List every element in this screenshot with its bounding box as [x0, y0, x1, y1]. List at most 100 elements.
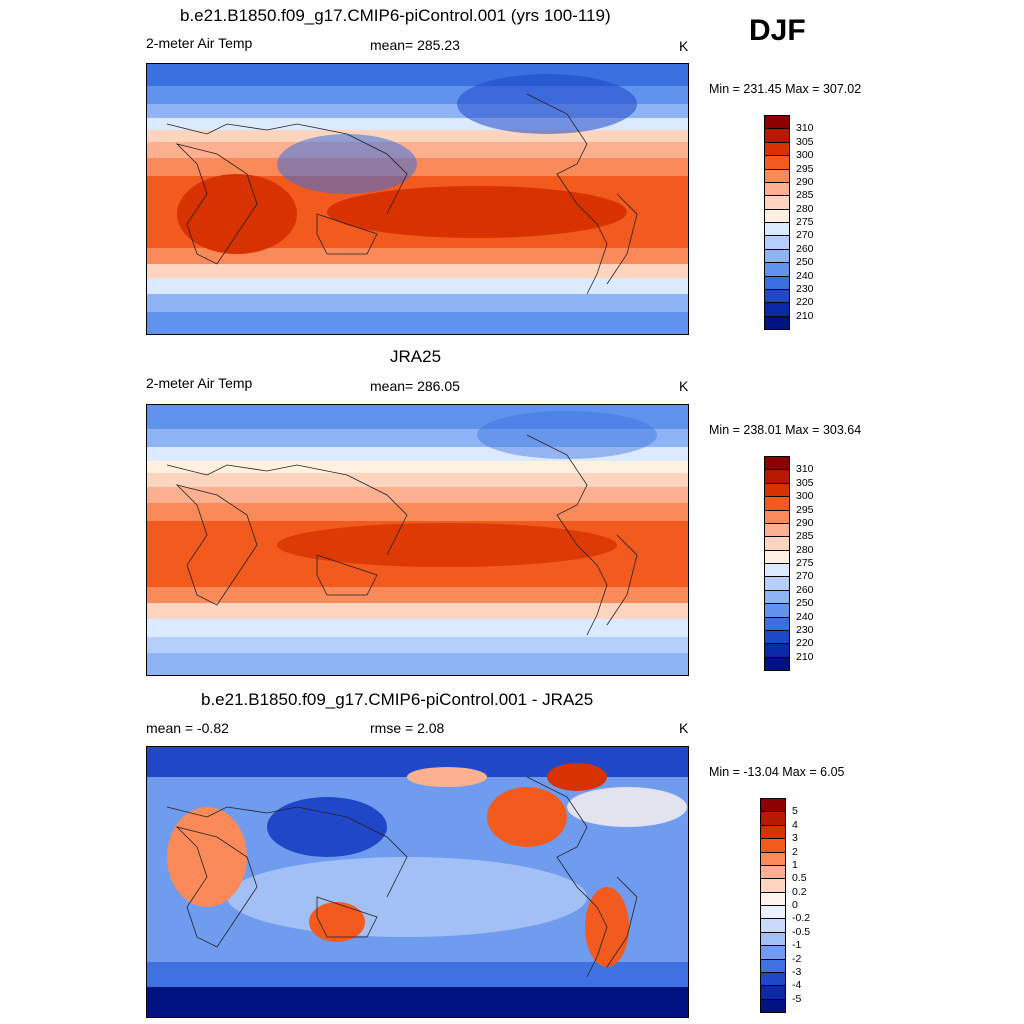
panel-1-variable-label: 2-meter Air Temp: [146, 35, 253, 51]
colorbar-swatch: [764, 248, 790, 264]
season-label: DJF: [749, 14, 806, 47]
colorbar-swatch: [760, 851, 786, 866]
colorbar-swatch: [764, 181, 790, 197]
panel-2-title: JRA25: [390, 347, 442, 366]
colorbar-tick-label: -0.2: [792, 912, 811, 925]
diff-tropical-ocean: [227, 857, 587, 937]
colorbar-swatch: [764, 288, 790, 304]
panel-2-map-svg: [147, 405, 688, 675]
colorbar-tick-label: 300: [796, 149, 814, 162]
colorbar-tick-label: 210: [796, 650, 814, 663]
colorbar-swatch: [764, 643, 790, 658]
colorbar-swatch: [760, 985, 786, 1000]
colorbar-swatch: [764, 275, 790, 290]
band-south-warm: [147, 248, 688, 264]
colorbar-tick-label: 250: [796, 597, 814, 610]
colorbar-tick-label: 295: [796, 162, 814, 175]
colorbar-swatch: [760, 958, 786, 973]
colorbar-tick-label: 270: [796, 229, 814, 242]
colorbar-tick-label: 230: [796, 282, 814, 295]
colorbar-tick-label: 280: [796, 543, 814, 556]
colorbar-swatch: [764, 509, 790, 524]
panel-2-colorbar: 310 305 300 295 290 285 280 275 270 260 250 240 230 2…: [764, 456, 814, 671]
colorbar-swatch: [764, 141, 790, 157]
band-warm-1: [147, 130, 688, 142]
colorbar-tick-label: -2: [792, 952, 802, 965]
colorbar-swatch: [764, 656, 790, 671]
colorbar-tick-label: 220: [796, 296, 814, 309]
colorbar-swatch: [764, 522, 790, 538]
diff-asia-cold: [267, 797, 387, 857]
colorbar-tick-label: 220: [796, 637, 814, 650]
asia-cold: [277, 134, 417, 194]
colorbar-tick-label: -4: [792, 979, 802, 992]
panel-1-mean-label: mean= 285.23: [370, 37, 460, 53]
colorbar-tick-label: -0.5: [792, 925, 811, 938]
colorbar-swatch: [760, 798, 786, 813]
colorbar-swatch: [760, 864, 786, 880]
band-south-cool: [147, 619, 688, 637]
colorbar-swatch: [760, 931, 786, 947]
colorbar-swatch: [764, 302, 790, 317]
panel-3-unit-label: K: [679, 720, 689, 736]
colorbar-tick-label: -5: [792, 992, 802, 1005]
colorbar-swatch: [764, 496, 790, 511]
diff-australia-warm: [309, 902, 365, 942]
panel-2-unit-label: K: [679, 378, 689, 394]
colorbar-tick-label: 2: [792, 845, 798, 858]
colorbar-tick-label: -3: [792, 965, 802, 978]
colorbar-tick-label: 285: [796, 530, 814, 543]
band-warm-1: [147, 473, 688, 487]
colorbar-tick-label: 0: [792, 899, 798, 911]
panel-2-variable-label: 2-meter Air Temp: [146, 375, 253, 391]
colorbar-swatch: [764, 222, 790, 237]
colorbar-tick-label: 275: [796, 216, 814, 228]
colorbar-swatch: [764, 456, 790, 471]
colorbar-tick-label: 305: [796, 135, 814, 148]
panel-3-map-svg: [147, 747, 688, 1017]
band-antarctic: [147, 653, 688, 675]
colorbar-tick-label: 250: [796, 256, 814, 269]
colorbar-tick-label: 305: [796, 476, 814, 489]
colorbar-swatch: [760, 891, 786, 906]
band-mild: [147, 461, 688, 473]
colorbar-swatch: [764, 168, 790, 183]
band-south-cold: [147, 637, 688, 653]
panel-1-unit-label: K: [679, 38, 689, 54]
diff-antarctic-band: [147, 987, 688, 1017]
colorbar-swatch: [760, 905, 786, 920]
diff-bering-warm: [407, 767, 487, 787]
colorbar-swatch: [760, 998, 786, 1013]
colorbar-tick-label: 210: [796, 309, 814, 322]
warm-pool: [277, 523, 617, 567]
colorbar-tick-label: 1: [792, 858, 798, 871]
panel-1-title: b.e21.B1850.f09_g17.CMIP6-piControl.001 …: [180, 6, 611, 25]
band-south-cold: [147, 294, 688, 312]
band-cool: [147, 447, 688, 461]
diff-north-america-warm: [487, 787, 567, 847]
colorbar-swatch: [760, 918, 786, 933]
colorbar-tick-label: 290: [796, 516, 814, 529]
panel-3-rmse-label: rmse = 2.08: [370, 720, 445, 736]
colorbar-swatch: [764, 603, 790, 618]
colorbar-tick-label: -1: [792, 939, 802, 952]
colorbar-tick-label: 270: [796, 570, 814, 583]
colorbar-tick-label: 260: [796, 583, 814, 596]
colorbar-swatch: [764, 262, 790, 277]
colorbar-swatch: [764, 576, 790, 591]
colorbar-tick-label: 240: [796, 269, 814, 282]
colorbar-swatch: [764, 235, 790, 250]
colorbar-swatch: [760, 971, 786, 987]
africa-warm: [177, 174, 297, 254]
coastlines: [166, 776, 638, 978]
coastlines: [166, 93, 638, 295]
diff-atlantic-neutral: [567, 787, 687, 827]
colorbar-swatch: [760, 811, 786, 826]
colorbar-tick-label: 290: [796, 175, 814, 188]
colorbar-swatch: [764, 536, 790, 551]
colorbar-tick-label: 285: [796, 189, 814, 202]
diff-africa-warm: [167, 807, 247, 907]
colorbar-swatch: [764, 115, 790, 130]
colorbar-tick-label: 280: [796, 202, 814, 215]
diff-southern-ocean: [147, 962, 688, 987]
